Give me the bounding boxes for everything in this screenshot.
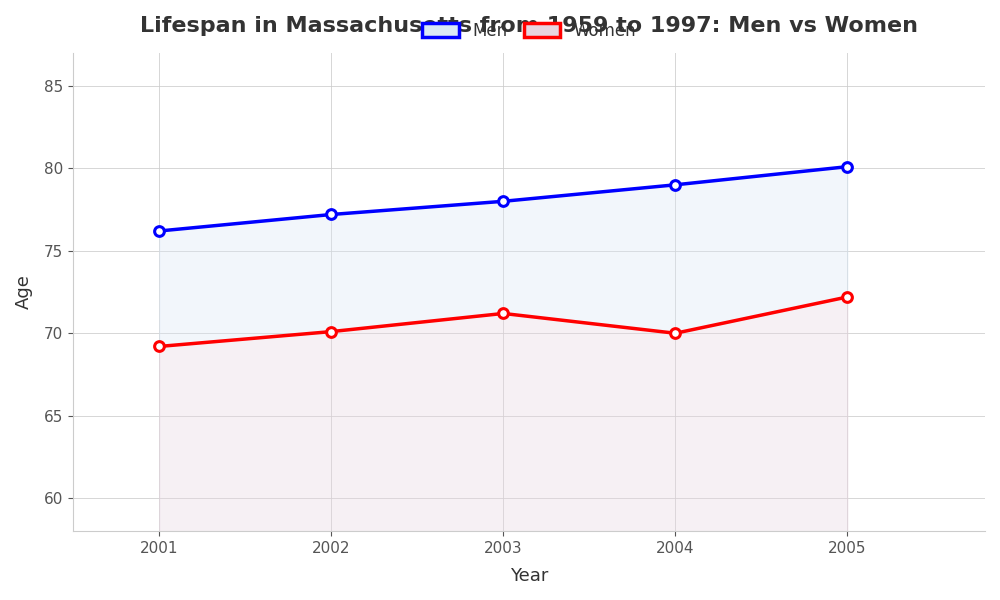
Title: Lifespan in Massachusetts from 1959 to 1997: Men vs Women: Lifespan in Massachusetts from 1959 to 1… <box>140 16 918 36</box>
Legend: Men, Women: Men, Women <box>414 13 645 48</box>
X-axis label: Year: Year <box>510 567 548 585</box>
Y-axis label: Age: Age <box>15 275 33 310</box>
